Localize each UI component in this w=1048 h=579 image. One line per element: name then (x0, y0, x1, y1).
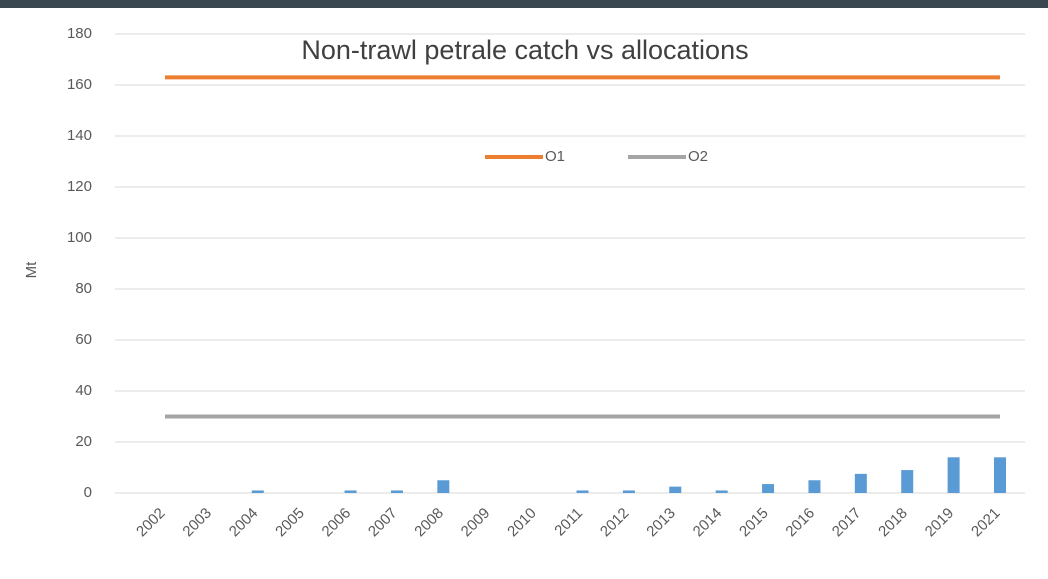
x-tick-label: 2019 (922, 505, 958, 541)
x-tick-label: 2013 (643, 505, 679, 541)
legend-label: O1 (545, 148, 565, 165)
x-tick-label: 2006 (319, 505, 355, 541)
bar (390, 490, 403, 493)
x-tick-label: 2011 (551, 505, 586, 540)
bar (901, 470, 914, 493)
bar (576, 490, 589, 493)
bar (669, 486, 682, 493)
y-axis-label: Mt (23, 261, 40, 278)
bar (994, 457, 1006, 493)
x-tick-label: 2021 (968, 505, 1004, 541)
chart-title: Non-trawl petrale catch vs allocations (301, 35, 748, 65)
y-tick-label: 80 (75, 280, 92, 297)
y-tick-label: 140 (67, 127, 92, 144)
x-tick-label: 2005 (272, 505, 308, 541)
bar (762, 484, 775, 493)
bar (808, 480, 821, 493)
y-tick-label: 40 (75, 382, 92, 399)
x-tick-label: 2018 (875, 505, 911, 541)
bar (854, 473, 867, 493)
y-tick-label: 0 (84, 484, 92, 501)
bar (715, 490, 728, 493)
bar (344, 490, 357, 493)
x-tick-label: 2012 (597, 505, 633, 541)
y-tick-label: 120 (67, 178, 92, 195)
x-tick-label: 2014 (690, 505, 726, 541)
bar (622, 490, 635, 493)
y-tick-label: 100 (67, 229, 92, 246)
bar (251, 490, 264, 493)
legend-label: O2 (688, 148, 708, 165)
y-tick-label: 60 (75, 331, 92, 348)
x-tick-label: 2004 (226, 505, 262, 541)
bar (947, 457, 960, 493)
x-tick-label: 2016 (782, 505, 818, 541)
y-tick-label: 20 (75, 433, 92, 450)
y-tick-label: 160 (67, 76, 92, 93)
bar (437, 480, 450, 493)
x-tick-label: 2009 (458, 505, 494, 541)
top-bar (0, 0, 1048, 8)
x-tick-label: 2002 (133, 505, 169, 541)
x-tick-label: 2008 (411, 505, 447, 541)
x-tick-label: 2003 (179, 505, 215, 541)
y-tick-label: 180 (67, 25, 92, 42)
x-tick-label: 2010 (504, 505, 540, 541)
x-tick-label: 2017 (829, 505, 865, 541)
x-tick-label: 2015 (736, 505, 772, 541)
x-tick-label: 2007 (365, 505, 401, 541)
